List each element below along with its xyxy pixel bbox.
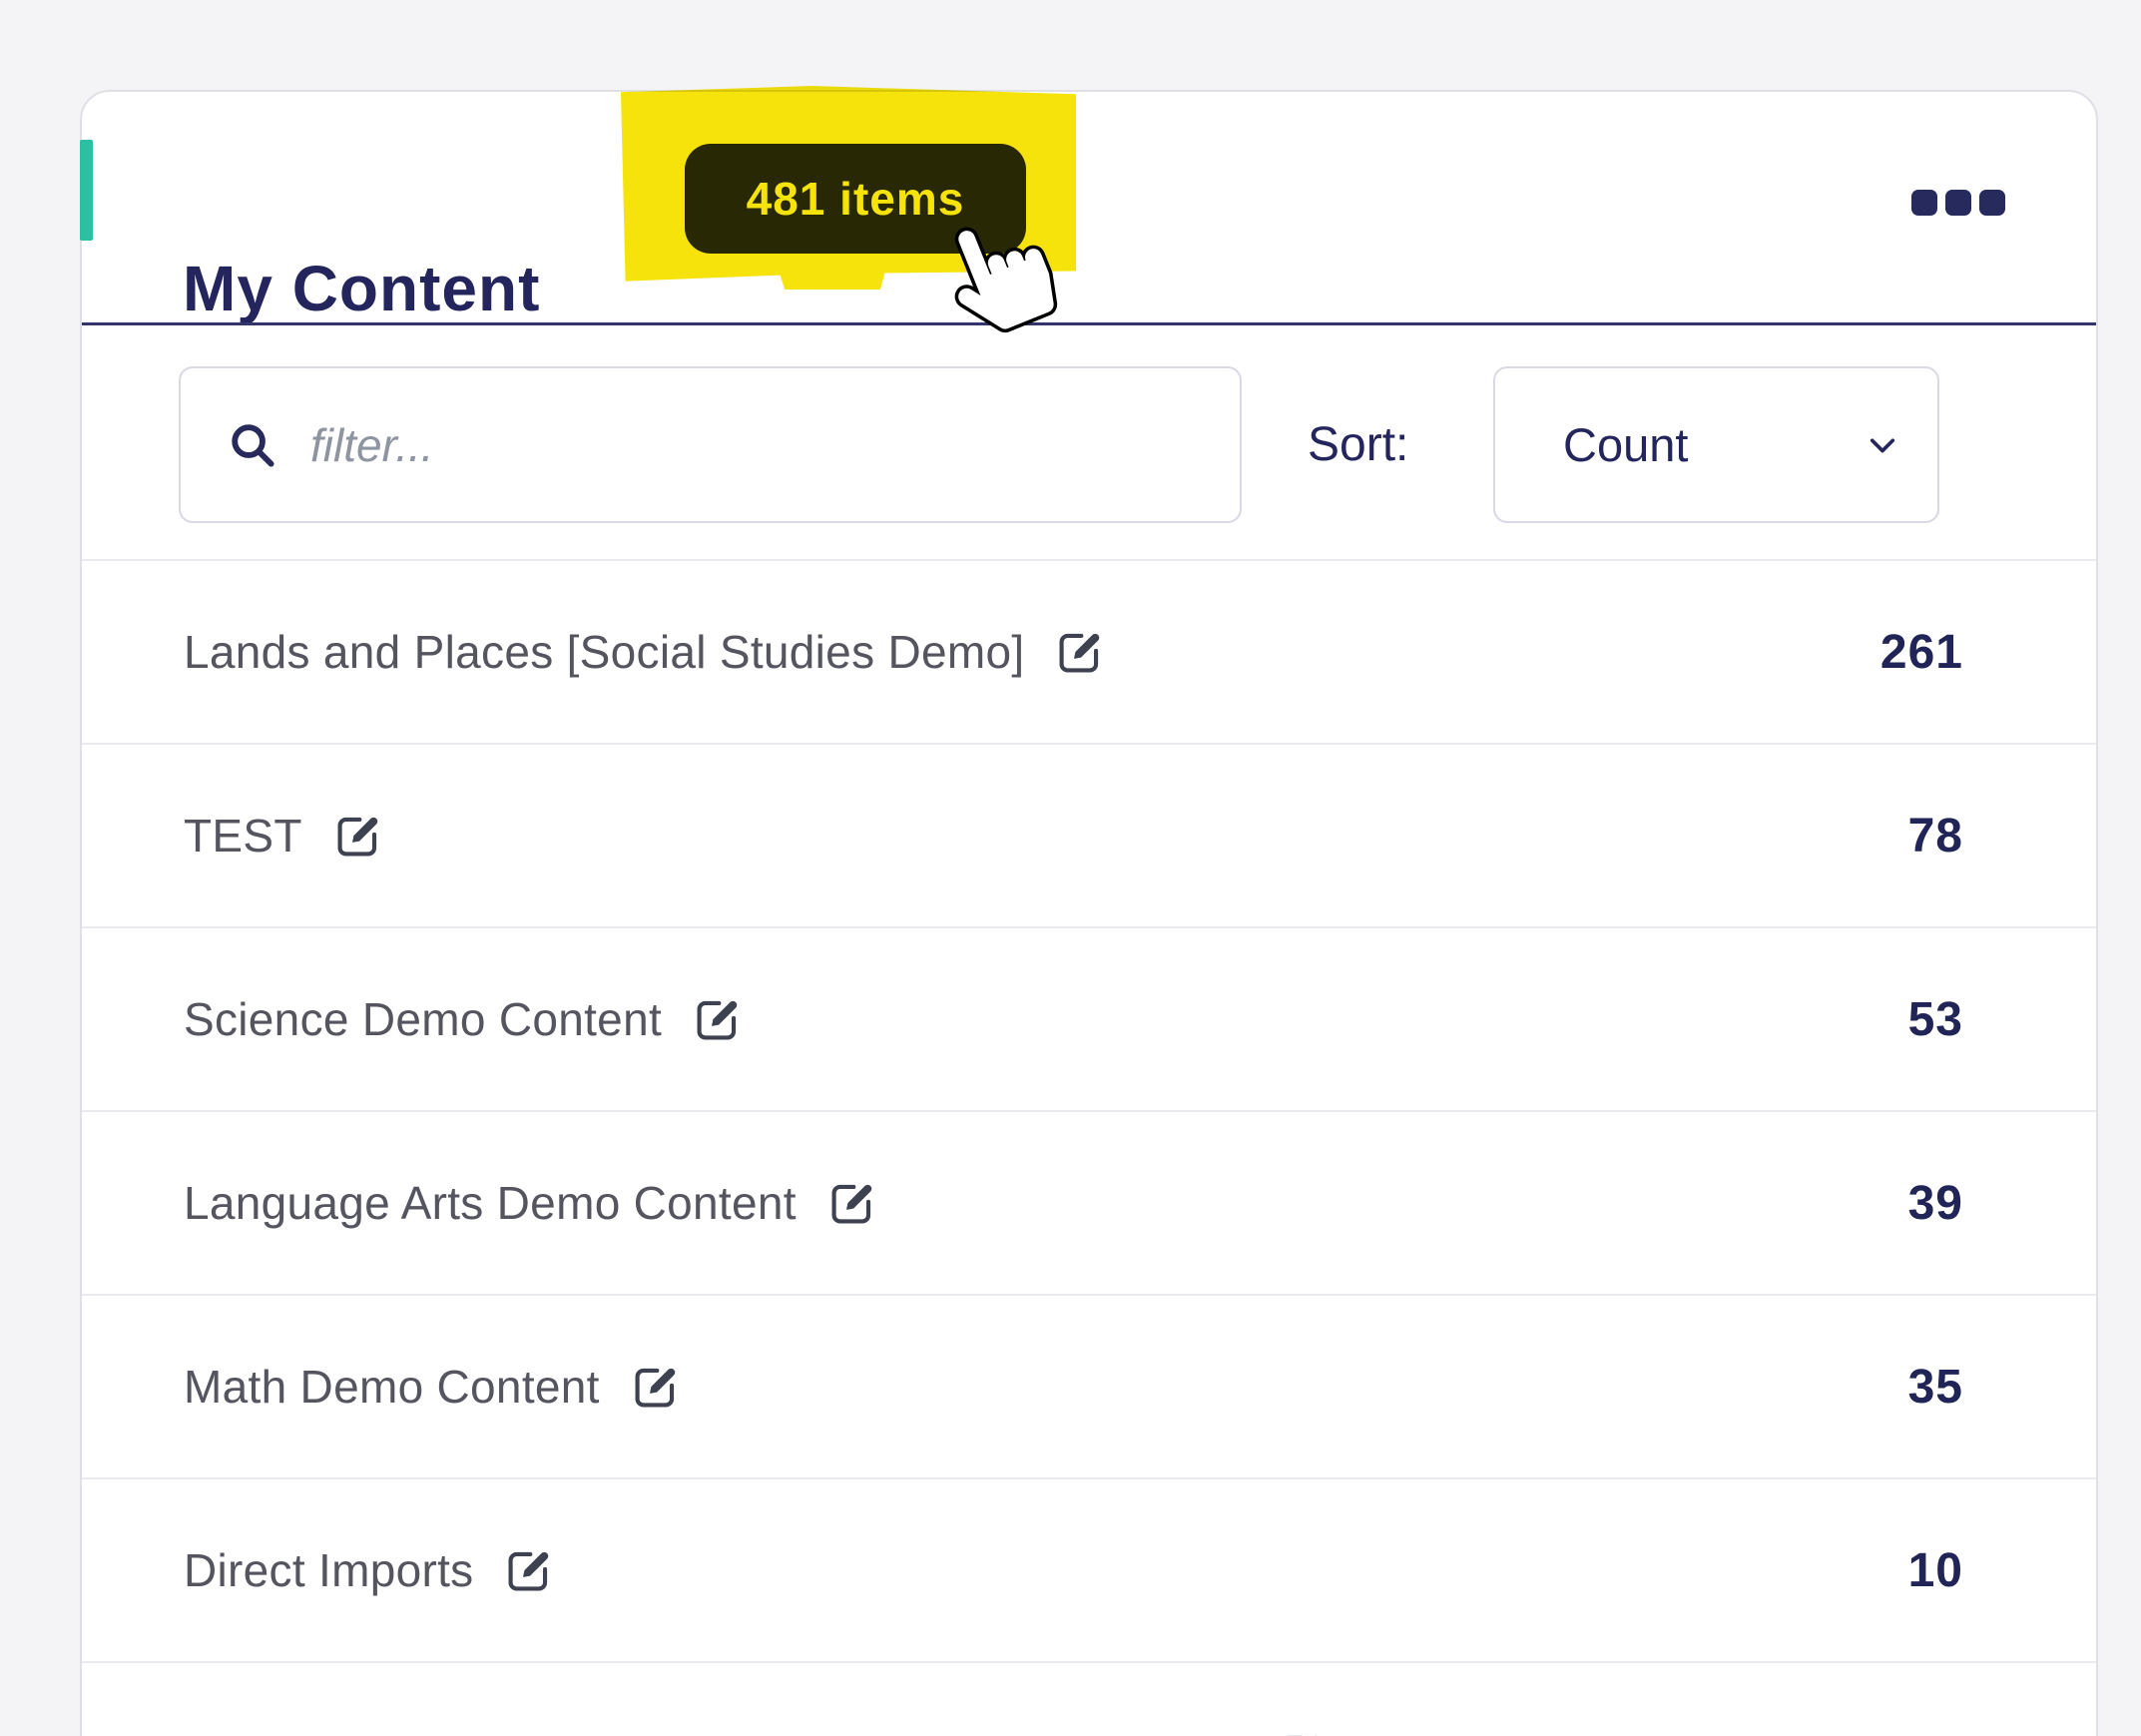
list-item-name: Direct Imports (184, 1544, 474, 1596)
list-item-name: Math Demo Content (184, 1361, 600, 1413)
sort-label: Sort: (1308, 418, 1409, 471)
ellipsis-icon (1911, 190, 1937, 216)
filter-input[interactable] (308, 416, 1220, 473)
edit-icon[interactable] (692, 993, 744, 1045)
list-item-count: 5 (1935, 1727, 1963, 1736)
list-item[interactable]: Digital Citizenship ™ [Technology Educat… (82, 1661, 2096, 1736)
list-item[interactable]: Science Demo Content 53 (82, 926, 2096, 1110)
list-item-name: Digital Citizenship ™ [Technology Educat… (184, 1727, 1245, 1736)
panel-title: My Content (183, 253, 541, 324)
list-item-name: TEST (184, 810, 302, 862)
list-item[interactable]: TEST 78 (82, 743, 2096, 926)
sort-selected-value: Count (1563, 418, 1689, 471)
sort-select[interactable]: Count (1493, 366, 1939, 523)
edit-icon[interactable] (826, 1177, 878, 1229)
list-item-count: 261 (1879, 625, 1963, 679)
accent-bar (80, 140, 93, 241)
my-content-panel: My Content 481 items Sort: Count (80, 90, 2098, 1736)
list-item-count: 35 (1907, 1360, 1963, 1414)
ellipsis-icon (1979, 190, 2005, 216)
list-item-name: Science Demo Content (184, 993, 663, 1045)
edit-icon[interactable] (503, 1544, 555, 1596)
hand-pointer-cursor (954, 227, 1058, 333)
filter-field-container (179, 366, 1242, 523)
list-item-name: Lands and Places [Social Studies Demo] (184, 626, 1025, 678)
list-item-name: Language Arts Demo Content (184, 1177, 797, 1229)
ellipsis-icon (1945, 190, 1971, 216)
content-list: Lands and Places [Social Studies Demo] 2… (82, 559, 2096, 1736)
edit-icon[interactable] (1054, 626, 1106, 678)
chevron-down-icon (1870, 437, 1895, 452)
list-item-count: 78 (1907, 809, 1963, 863)
list-item[interactable]: Lands and Places [Social Studies Demo] 2… (82, 559, 2096, 743)
search-icon (232, 423, 274, 467)
list-item-count: 53 (1907, 992, 1963, 1046)
edit-icon[interactable] (332, 810, 384, 862)
header-divider (82, 322, 2096, 325)
edit-icon[interactable] (1275, 1728, 1327, 1736)
list-item-count: 39 (1907, 1176, 1963, 1230)
list-item[interactable]: Language Arts Demo Content 39 (82, 1110, 2096, 1294)
more-options-button[interactable] (1911, 190, 2005, 216)
list-item-count: 10 (1907, 1543, 1963, 1597)
list-item[interactable]: Direct Imports 10 (82, 1477, 2096, 1661)
edit-icon[interactable] (630, 1361, 682, 1413)
list-item[interactable]: Math Demo Content 35 (82, 1294, 2096, 1477)
